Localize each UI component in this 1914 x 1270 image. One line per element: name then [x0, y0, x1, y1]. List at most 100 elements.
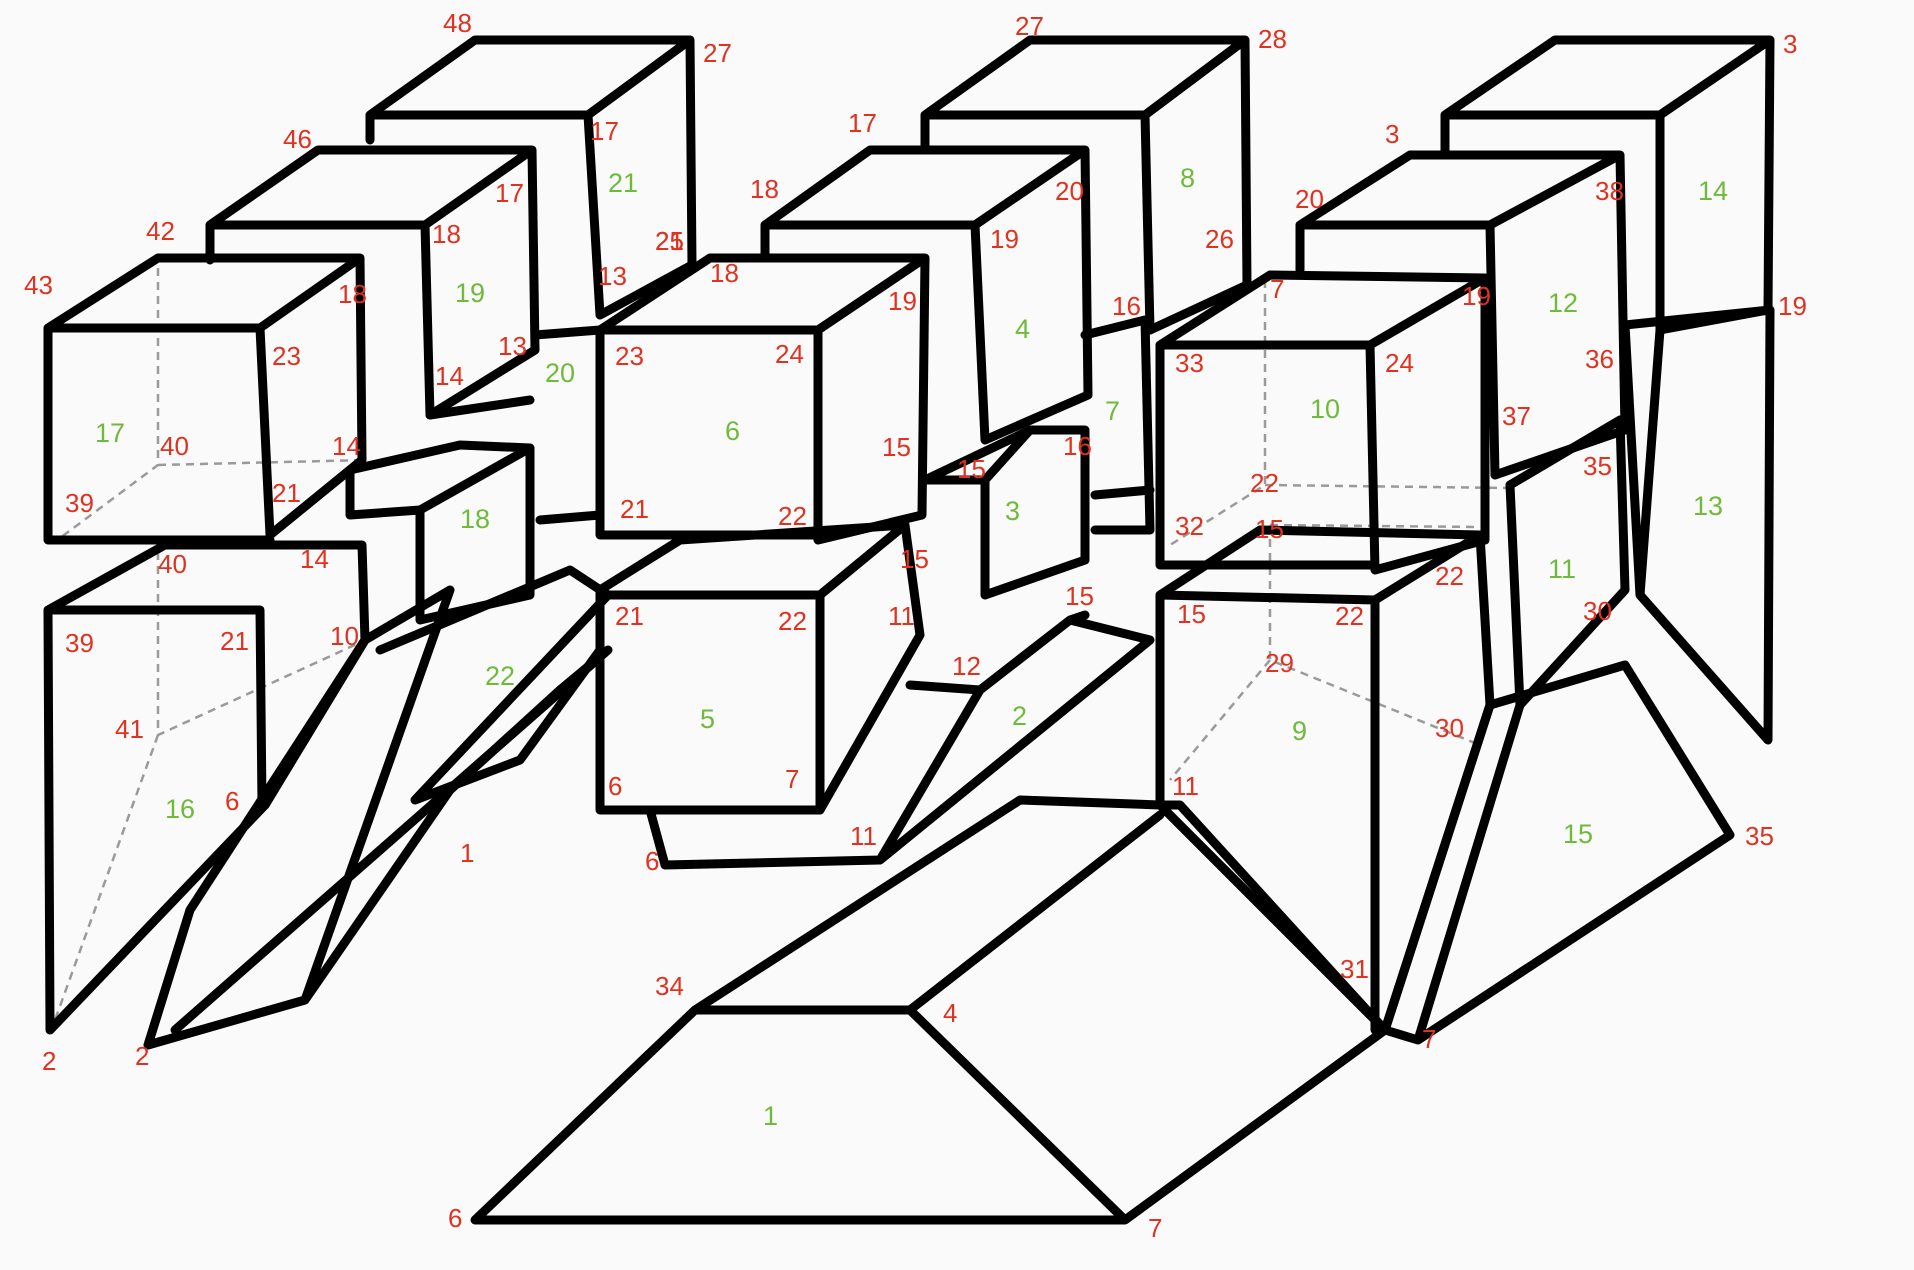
visible-edges — [43, 35, 1775, 1225]
vertex-label-23: 23 — [272, 341, 301, 371]
vertex-label-31: 30 — [1435, 713, 1464, 743]
vertex-label-29: 22 — [1335, 601, 1364, 631]
vertex-label-19: 19 — [888, 286, 917, 316]
face-label-7: 7 — [1105, 396, 1120, 426]
vertex-label-26: 26 — [1205, 224, 1234, 254]
face-label-13: 13 — [1693, 491, 1723, 521]
vertex-label-14: 14 — [332, 431, 361, 461]
vertex-label-15: 15 — [882, 432, 911, 462]
ramp-left-outline — [143, 585, 613, 1050]
vertex-label-18: 18 — [750, 174, 779, 204]
vertex-label-22: 22 — [778, 606, 807, 636]
vertex-label-21: 21 — [615, 601, 644, 631]
face-label-20: 20 — [545, 358, 575, 388]
cube-5-outline — [595, 520, 925, 815]
face-label-18: 18 — [460, 504, 490, 534]
vertex-label-17: 17 — [495, 178, 524, 208]
vertex-label-38: 3 — [1783, 29, 1797, 59]
vertex-label-7: 4 — [943, 998, 957, 1028]
vertex-label-11: 11 — [888, 601, 915, 631]
face-label-21: 21 — [608, 168, 638, 198]
vertex-label-30: 37 — [1502, 401, 1531, 431]
vertex-label-2: 2 — [42, 1046, 56, 1076]
ramp-2-outline — [645, 610, 1155, 870]
face-label-9: 9 — [1292, 716, 1307, 746]
vertex-label-22: 32 — [1175, 511, 1204, 541]
vertex-label-20: 20 — [1055, 176, 1084, 206]
cube-21-outline — [365, 35, 697, 320]
vertex-label-13: 13 — [498, 331, 527, 361]
vertex-label-7: 7 — [785, 764, 799, 794]
vertex-label-15: 15 — [1255, 514, 1284, 544]
face-label-17: 17 — [95, 418, 125, 448]
vertex-label-1: 1 — [460, 838, 474, 868]
vertex-label-19: 20 — [1295, 184, 1324, 214]
vertex-label-17: 17 — [590, 116, 619, 146]
face-label-10: 10 — [1310, 394, 1340, 424]
vertex-label-3: 7 — [1148, 1213, 1162, 1243]
vertex-label-18: 18 — [432, 219, 461, 249]
vertex-label-32: 24 — [1385, 348, 1414, 378]
vertex-label-7: 11 — [850, 821, 877, 851]
vertex-label-21: 21 — [272, 478, 301, 508]
face-label-3: 3 — [1005, 496, 1020, 526]
cube-19-outline — [205, 145, 540, 420]
vertex-label-11: 29 — [1265, 648, 1294, 678]
vertex-label-20: 3 — [1385, 119, 1399, 149]
vertex-label-41: 41 — [115, 714, 144, 744]
vertex-label-46: 46 — [283, 124, 312, 154]
face-label-22: 22 — [485, 661, 515, 691]
hidden-edge-left-lower — [53, 538, 371, 1021]
vertex-label-14: 14 — [300, 544, 329, 574]
cube-10-outline — [1155, 270, 1490, 575]
vertex-label-16: 16 — [1112, 291, 1141, 321]
vertex-label-40: 40 — [158, 549, 187, 579]
vertex-label-2: 6 — [448, 1203, 462, 1233]
cube-12-outline — [1295, 150, 1630, 480]
vertex-label-17: 17 — [848, 108, 877, 138]
face-label-8: 8 — [1180, 163, 1195, 193]
vertex-label-42: 42 — [146, 216, 175, 246]
vertex-label-10: 10 — [330, 621, 359, 651]
vertex-label-27: 27 — [703, 38, 732, 68]
vertex-label-21: 21 — [220, 626, 249, 656]
hidden-edge-right-upper — [1169, 280, 1511, 547]
face-label-14: 14 — [1698, 176, 1728, 206]
block-3-outline — [920, 425, 1090, 600]
vertex-label-13: 13 — [598, 261, 627, 291]
vertex-labels: 48 27 17 21 25 46 17 18 42 43 18 23 13 1… — [24, 8, 1807, 1243]
vertex-label-18: 18 — [338, 279, 367, 309]
face-label-11: 11 — [1548, 554, 1576, 584]
face-label-15: 15 — [1563, 819, 1593, 849]
vertex-label-6: 6 — [645, 846, 659, 876]
vertex-label-6: 6 — [225, 786, 239, 816]
vertex-label-48: 48 — [443, 8, 472, 38]
face-label-4: 4 — [1015, 314, 1030, 344]
face-label-19: 19 — [455, 278, 485, 308]
vertex-label-21: 21 — [620, 494, 649, 524]
vertex-label-19: 19 — [990, 224, 1019, 254]
vertex-label-7: 11 — [1172, 771, 1199, 801]
face-label-1: 1 — [763, 1101, 778, 1131]
vertex-label-11: 12 — [952, 651, 981, 681]
vertex-label-2: 2 — [135, 1041, 149, 1071]
vertex-label-24: 33 — [1175, 348, 1204, 378]
vertex-label-15: 15 — [900, 544, 929, 574]
vertex-label-15: 15 — [957, 454, 986, 484]
vertex-label-16: 16 — [1063, 431, 1092, 461]
vertex-label-27: 27 — [1015, 11, 1044, 41]
block-22-outline — [375, 565, 613, 805]
face-label-16: 16 — [165, 794, 195, 824]
cube-4-outline — [760, 145, 1093, 445]
vertex-label-36: 38 — [1595, 176, 1624, 206]
vertex-label-28: 28 — [1258, 24, 1287, 54]
vertex-label-35: 35 — [1583, 451, 1612, 481]
ramp-1-outline — [470, 795, 1390, 1225]
vertex-label-21: 21 — [655, 226, 684, 256]
vertex-label-3: 31 — [1340, 954, 1369, 984]
vertex-label-34: 30 — [1583, 596, 1612, 626]
vertex-label-18: 18 — [710, 258, 739, 288]
vertex-label-15: 22 — [1250, 468, 1279, 498]
